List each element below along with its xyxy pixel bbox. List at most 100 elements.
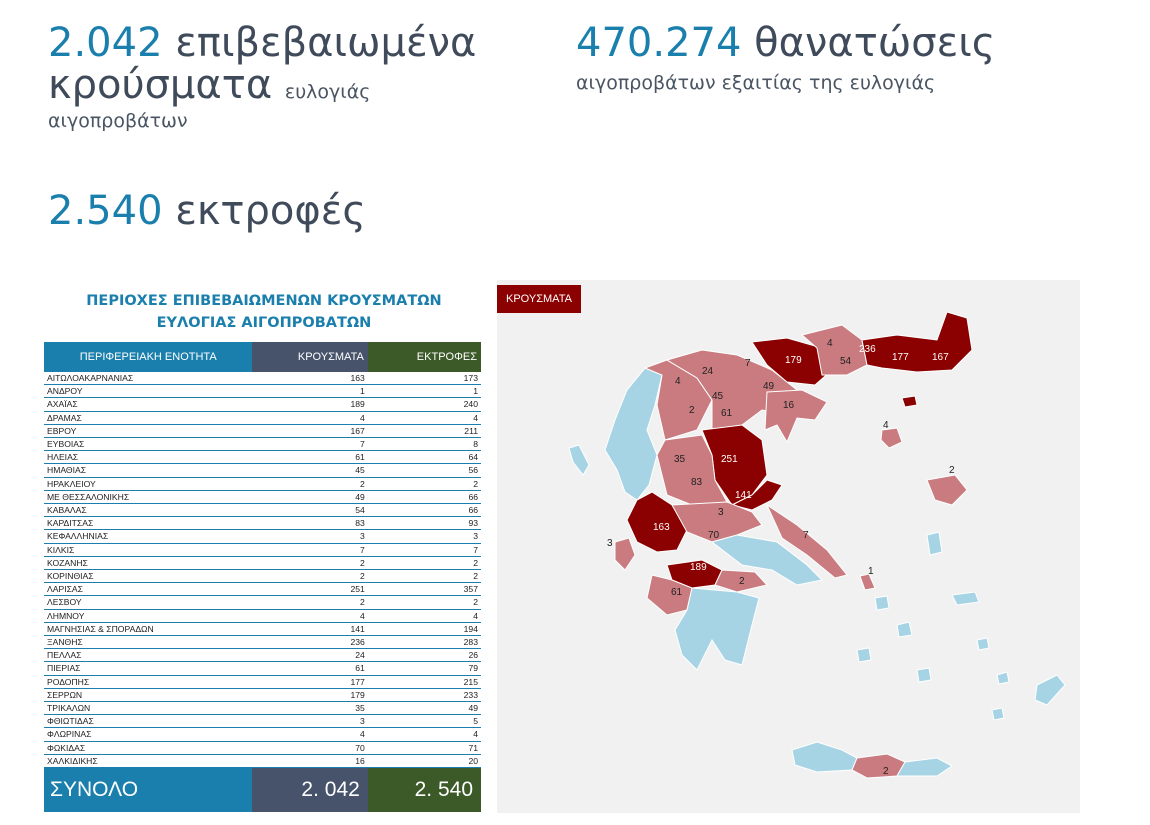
- total-label: ΣΥΝΟΛΟ: [44, 767, 253, 813]
- deaths-sub: αιγοπροβάτων εξαιτίας της ευλογιάς: [576, 72, 936, 94]
- region-cell: ΑΝΔΡΟΥ: [44, 384, 253, 399]
- table-row: ΦΛΩΡΙΝΑΣ 4 4: [44, 727, 481, 742]
- table-row: ΕΥΒΟΙΑΣ 7 8: [44, 437, 481, 452]
- cases-cell: 4: [252, 411, 368, 425]
- region-cell: ΣΕΡΡΩΝ: [44, 688, 253, 703]
- table-row: ΗΜΑΘΙΑΣ 45 56: [44, 463, 481, 478]
- farms-cell: 215: [367, 675, 481, 689]
- farms-cell: 64: [367, 450, 481, 465]
- map-region-magnesia[interactable]: [730, 479, 783, 511]
- map-region-samos[interactable]: [951, 591, 980, 606]
- map-region-andros[interactable]: [859, 573, 876, 591]
- map-region-thrace[interactable]: [861, 311, 973, 373]
- farms-cell: 3: [367, 529, 481, 544]
- farms-cell: 79: [367, 661, 481, 676]
- cases-cell: 2: [252, 595, 368, 610]
- header-cases: ΚΡΟΥΣΜΑΤΑ: [252, 342, 368, 372]
- cases-cell: 167: [252, 424, 368, 439]
- table-title-line-1: ΠΕΡΙΟΧΕΣ ΕΠΙΒΕΒΑΙΩΜΕΝΩΝ ΚΡΟΥΣΜΑΤΩΝ: [86, 293, 442, 309]
- cases-cell: 24: [252, 648, 368, 663]
- map-region-rhodes[interactable]: [1034, 674, 1066, 706]
- region-cell: ΚΙΛΚΙΣ: [44, 543, 253, 557]
- cases-number: 2.042: [48, 20, 163, 66]
- farms-cell: 2: [367, 477, 481, 491]
- cases-cell: 163: [252, 372, 368, 386]
- map-region-samothraki[interactable]: [901, 395, 918, 408]
- table-row: ΚΑΒΑΛΑΣ 54 66: [44, 503, 481, 518]
- map-label-kilkis: 7: [745, 358, 751, 369]
- map-region-cyclades[interactable]: [856, 595, 932, 683]
- map-region-lesvos[interactable]: [926, 474, 968, 506]
- table-row: ΔΡΑΜΑΣ 4 4: [44, 411, 481, 425]
- table-row: ΑΧΑΪΑΣ 189 240: [44, 397, 481, 412]
- region-cell: ΛΗΜΝΟΥ: [44, 609, 253, 623]
- map-region-trikala-karditsa[interactable]: [656, 434, 728, 506]
- map-label-xanthi: 236: [859, 344, 876, 355]
- farms-cell: 7: [367, 543, 481, 557]
- farms-cell: 2: [367, 595, 481, 610]
- farms-cell: 240: [367, 397, 481, 412]
- cases-cell: 54: [252, 503, 368, 518]
- total-row: ΣΥΝΟΛΟ 2. 042 2. 540: [44, 767, 481, 813]
- table-row: ΚΙΛΚΙΣ 7 7: [44, 543, 481, 557]
- region-cell: ΚΟΖΑΝΗΣ: [44, 556, 253, 571]
- map-region-korinthia[interactable]: [714, 569, 768, 593]
- map-label-kavala: 54: [840, 356, 852, 367]
- map-region-limnos[interactable]: [880, 427, 903, 449]
- farms-cell: 4: [367, 727, 481, 742]
- table-row: ΞΑΝΘΗΣ 236 283: [44, 635, 481, 650]
- table-row: ΚΟΡΙΝΘΙΑΣ 2 2: [44, 569, 481, 584]
- map-label-thessaloniki: 49: [763, 381, 775, 392]
- table-row: ΛΕΣΒΟΥ 2 2: [44, 595, 481, 610]
- map-region-chalkidiki[interactable]: [764, 389, 828, 444]
- table-row: ΕΒΡΟΥ 167 211: [44, 424, 481, 439]
- farms-cell: 5: [367, 714, 481, 729]
- cases-cell: 16: [252, 754, 368, 769]
- cases-cell: 1: [252, 384, 368, 399]
- map-region-crete-west[interactable]: [791, 741, 858, 773]
- map-region-epirus[interactable]: [604, 367, 663, 501]
- region-cell: ΡΟΔΟΠΗΣ: [44, 675, 253, 689]
- map-region-heraklion[interactable]: [851, 753, 906, 779]
- header-region: ΠΕΡΙΦΕΡΕΙΑΚΗ ΕΝΟΤΗΤΑ: [44, 342, 253, 372]
- map-region-attica[interactable]: [710, 534, 824, 586]
- region-cell: ΞΑΝΘΗΣ: [44, 635, 253, 650]
- map-label-trikala: 35: [674, 454, 686, 465]
- farms-cell: 20: [367, 754, 481, 769]
- cases-cell: 45: [252, 463, 368, 478]
- cases-cell: 141: [252, 622, 368, 637]
- farms-cell: 49: [367, 701, 481, 716]
- map-label-imathia: 45: [712, 391, 724, 402]
- map-region-dodecanese[interactable]: [976, 637, 1010, 721]
- map-label-pella: 24: [702, 366, 714, 377]
- stat-culls: 470.274 θανατώσεις αιγοπροβάτων εξαιτίας…: [576, 22, 1096, 94]
- map-region-serres[interactable]: [751, 337, 833, 386]
- table-row: ΠΕΛΛΑΣ 24 26: [44, 648, 481, 663]
- farms-cell: 4: [367, 411, 481, 425]
- map-region-south-peloponnese[interactable]: [674, 587, 760, 671]
- table-row: ΚΑΡΔΙΤΣΑΣ 83 93: [44, 516, 481, 531]
- map-region-corfu[interactable]: [568, 444, 590, 476]
- region-cell: ΦΛΩΡΙΝΑΣ: [44, 727, 253, 742]
- table-row: ΑΝΔΡΟΥ 1 1: [44, 384, 481, 399]
- cases-cell: 35: [252, 701, 368, 716]
- map-region-aitoloakarnania[interactable]: [626, 491, 688, 553]
- map-legend-cases: ΚΡΟΥΣΜΑΤΑ: [497, 285, 581, 313]
- map-label-ileia: 61: [671, 587, 683, 598]
- map-region-crete-east[interactable]: [896, 757, 953, 777]
- table-row: ΛΗΜΝΟΥ 4 4: [44, 609, 481, 623]
- map-label-rodopi: 177: [892, 352, 909, 363]
- map-region-fthiotida-fokida[interactable]: [671, 501, 763, 543]
- map-region-evia[interactable]: [765, 503, 848, 579]
- map-region-drama-kavala[interactable]: [800, 324, 868, 376]
- cases-cell: 61: [252, 661, 368, 676]
- farms-cell: 233: [367, 688, 481, 703]
- table-header-row: ΠΕΡΙΦΕΡΕΙΑΚΗ ΕΝΟΤΗΤΑ ΚΡΟΥΣΜΑΤΑ ΕΚΤΡΟΦΕΣ: [44, 342, 481, 372]
- map-region-chios[interactable]: [926, 531, 943, 556]
- cases-word-2: κρούσματα: [48, 62, 273, 108]
- cases-table: ΠΕΡΙΦΕΡΕΙΑΚΗ ΕΝΟΤΗΤΑ ΚΡΟΥΣΜΑΤΑ ΕΚΤΡΟΦΕΣ …: [44, 342, 481, 813]
- stat-confirmed-cases: 2.042 επιβεβαιωμένα κρούσματα ευλογιάς α…: [48, 22, 528, 132]
- map-region-kefallinia[interactable]: [614, 537, 636, 571]
- farms-cell: 4: [367, 609, 481, 623]
- farms-cell: 56: [367, 463, 481, 478]
